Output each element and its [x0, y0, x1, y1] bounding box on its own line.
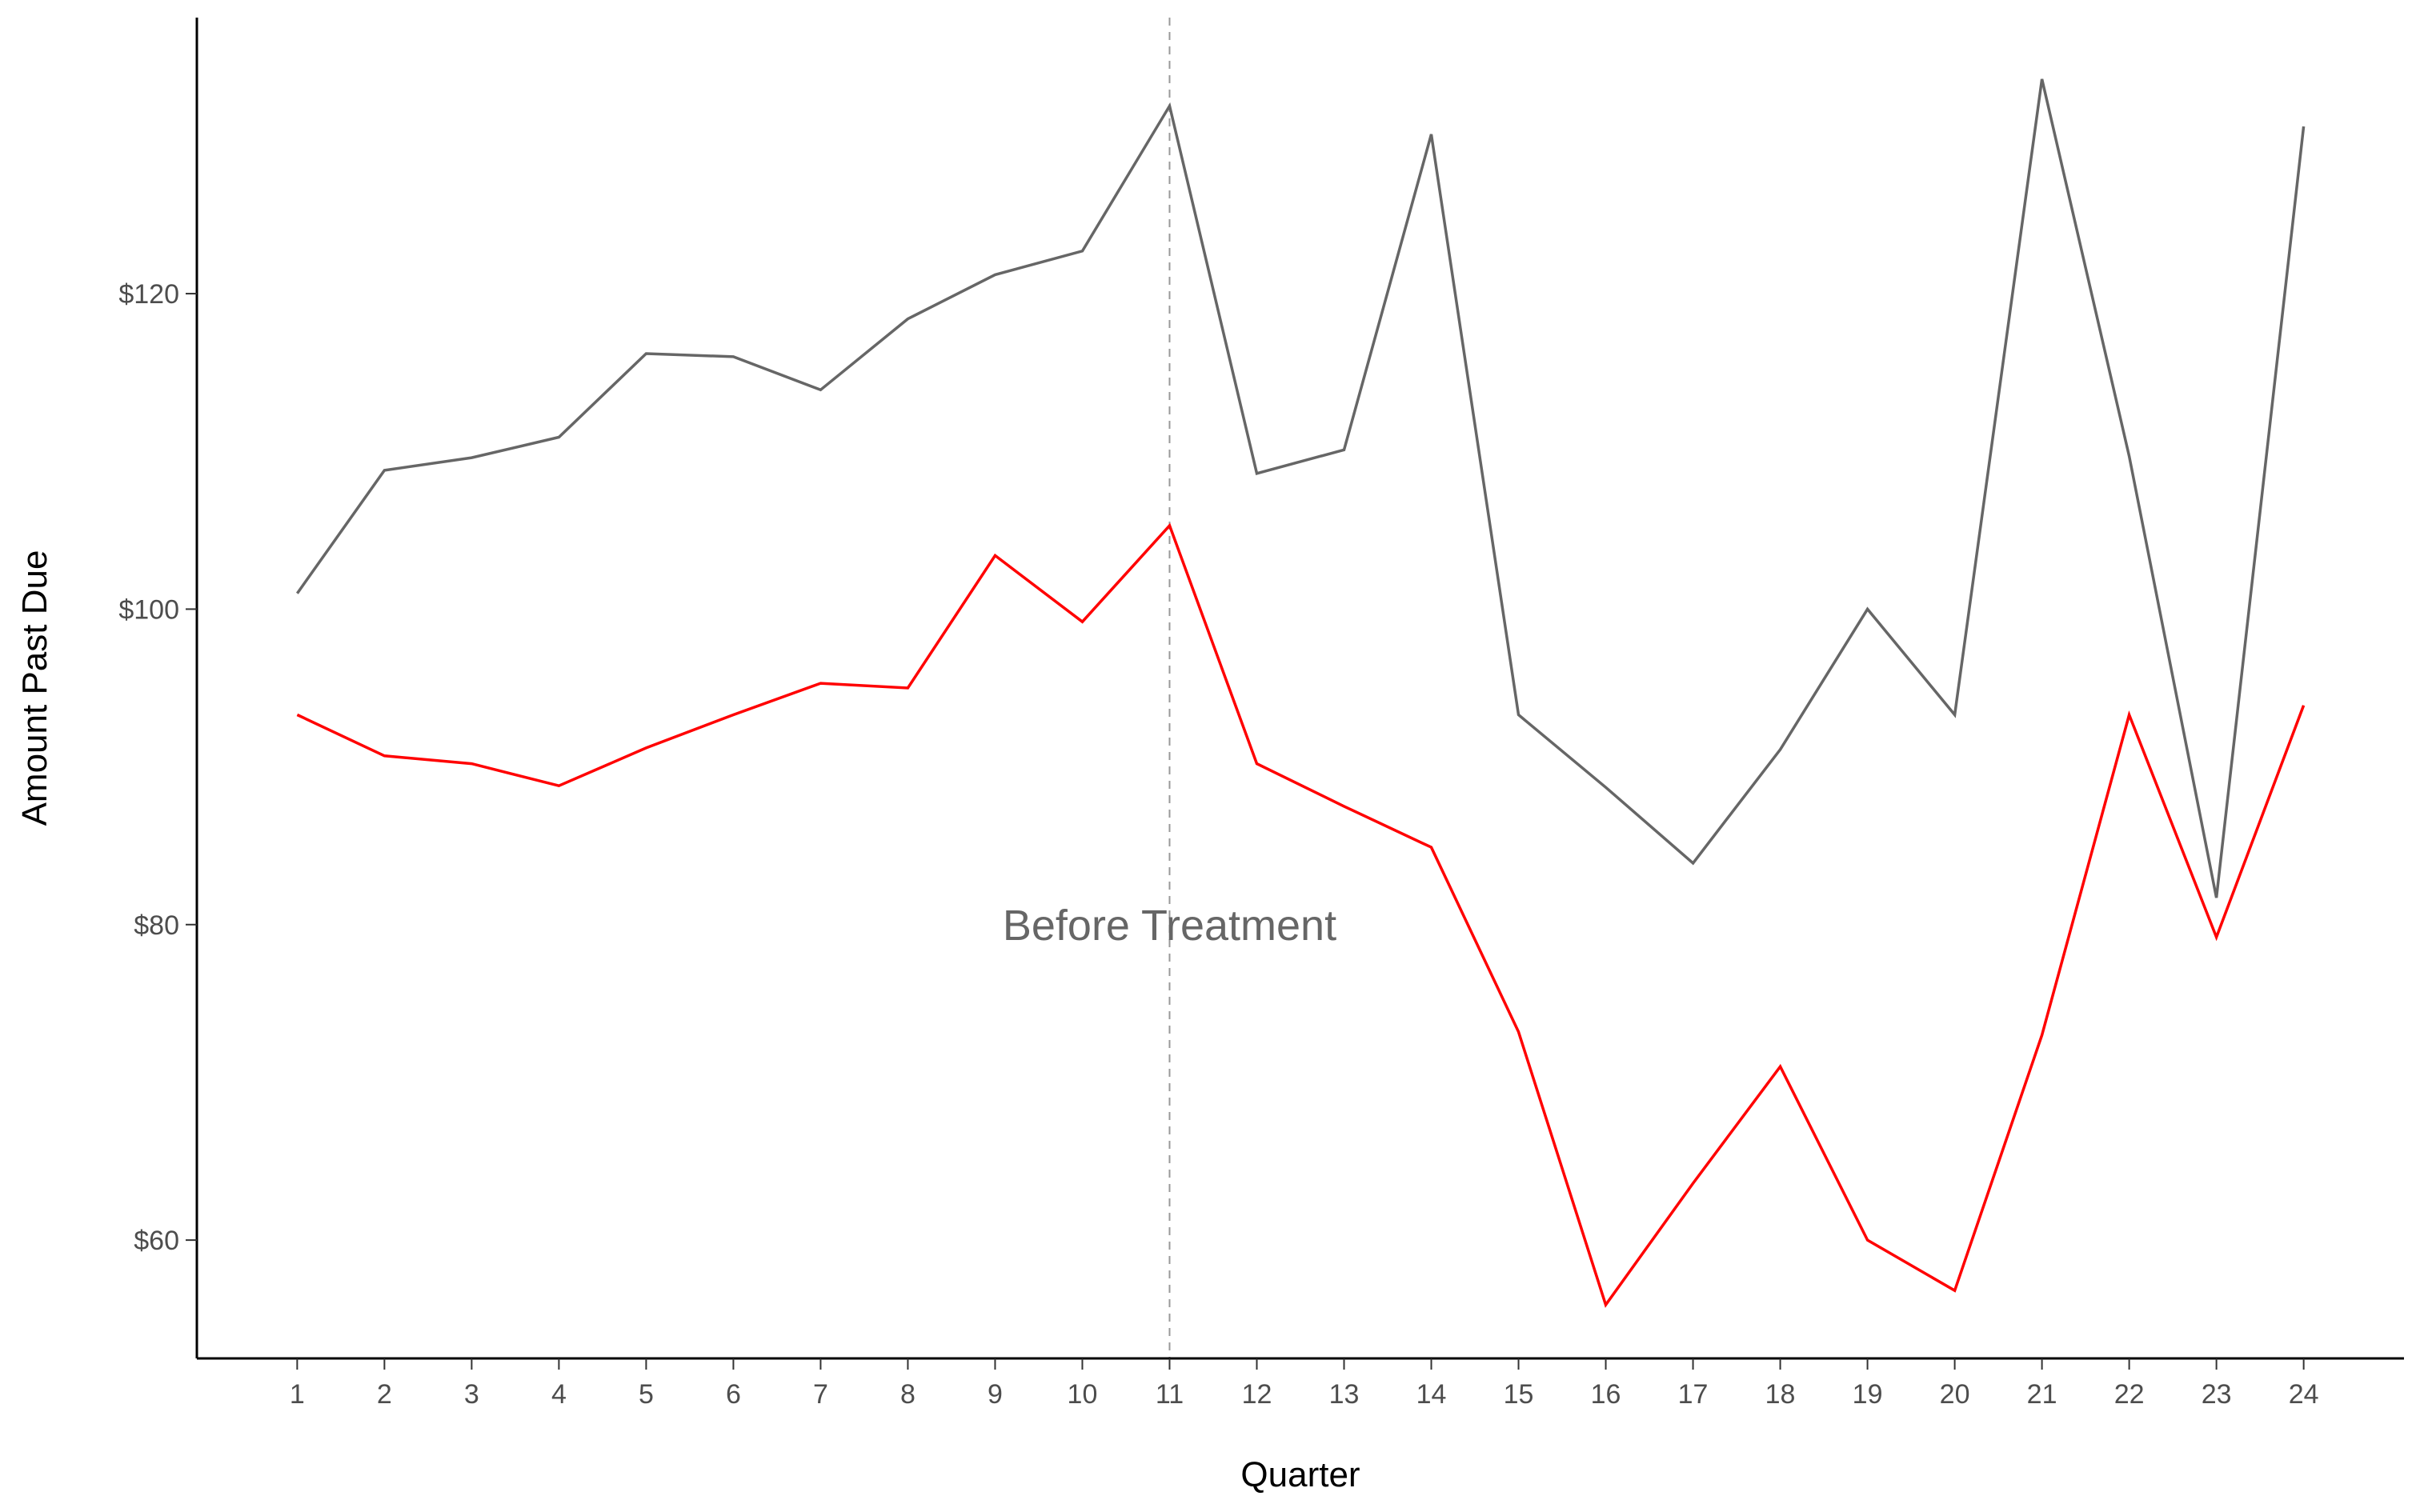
series-line-1 [295, 78, 2306, 898]
x-tick-label: 9 [988, 1379, 1003, 1410]
x-tick-label: 20 [1940, 1379, 1970, 1410]
x-tick-label: 21 [2027, 1379, 2057, 1410]
x-tick-label: 8 [900, 1379, 916, 1410]
x-tick-label: 15 [1504, 1379, 1534, 1410]
x-tick-label: 16 [1591, 1379, 1621, 1410]
y-tick-label: $120 [118, 279, 179, 310]
x-tick-label: 3 [464, 1379, 479, 1410]
axes [195, 18, 2404, 1360]
x-tick-label: 17 [1678, 1379, 1709, 1410]
x-tick-label: 22 [2114, 1379, 2145, 1410]
y-tick-label: $60 [134, 1226, 179, 1256]
x-tick-label: 6 [726, 1379, 741, 1410]
x-tick-label: 13 [1329, 1379, 1360, 1410]
x-tick-label: 23 [2202, 1379, 2232, 1410]
x-tick-label: 4 [551, 1379, 567, 1410]
x-axis-title: Quarter [1240, 1455, 1360, 1494]
x-tick-label: 2 [377, 1379, 392, 1410]
x-tick-label: 10 [1068, 1379, 1098, 1410]
y-tick-label: $100 [118, 594, 179, 625]
x-tick-label: 24 [2289, 1379, 2319, 1410]
x-tick-label: 11 [1156, 1379, 1184, 1410]
x-tick-label: 1 [290, 1379, 305, 1410]
x-axis-ticks: 1 2 3 4 5 6 7 8 9 10 11 12 13 14 15 16 17 18 19 20 21 22 23 24 [290, 1358, 2319, 1410]
x-tick-label: 18 [1765, 1379, 1796, 1410]
y-axis-title: Amount Past Due [15, 550, 54, 826]
x-tick-label: 7 [813, 1379, 828, 1410]
x-tick-label: 14 [1416, 1379, 1447, 1410]
x-tick-label: 19 [1853, 1379, 1883, 1410]
x-tick-label: 5 [639, 1379, 654, 1410]
series-line-2 [296, 522, 2306, 1308]
x-tick-label: 12 [1242, 1379, 1272, 1410]
y-axis-ticks: $60 $80 $100 $120 [118, 279, 197, 1256]
y-tick-label: $80 [134, 910, 179, 941]
plot-area: Before Treatment [295, 18, 2306, 1358]
annotation-label: Before Treatment [1003, 902, 1336, 950]
